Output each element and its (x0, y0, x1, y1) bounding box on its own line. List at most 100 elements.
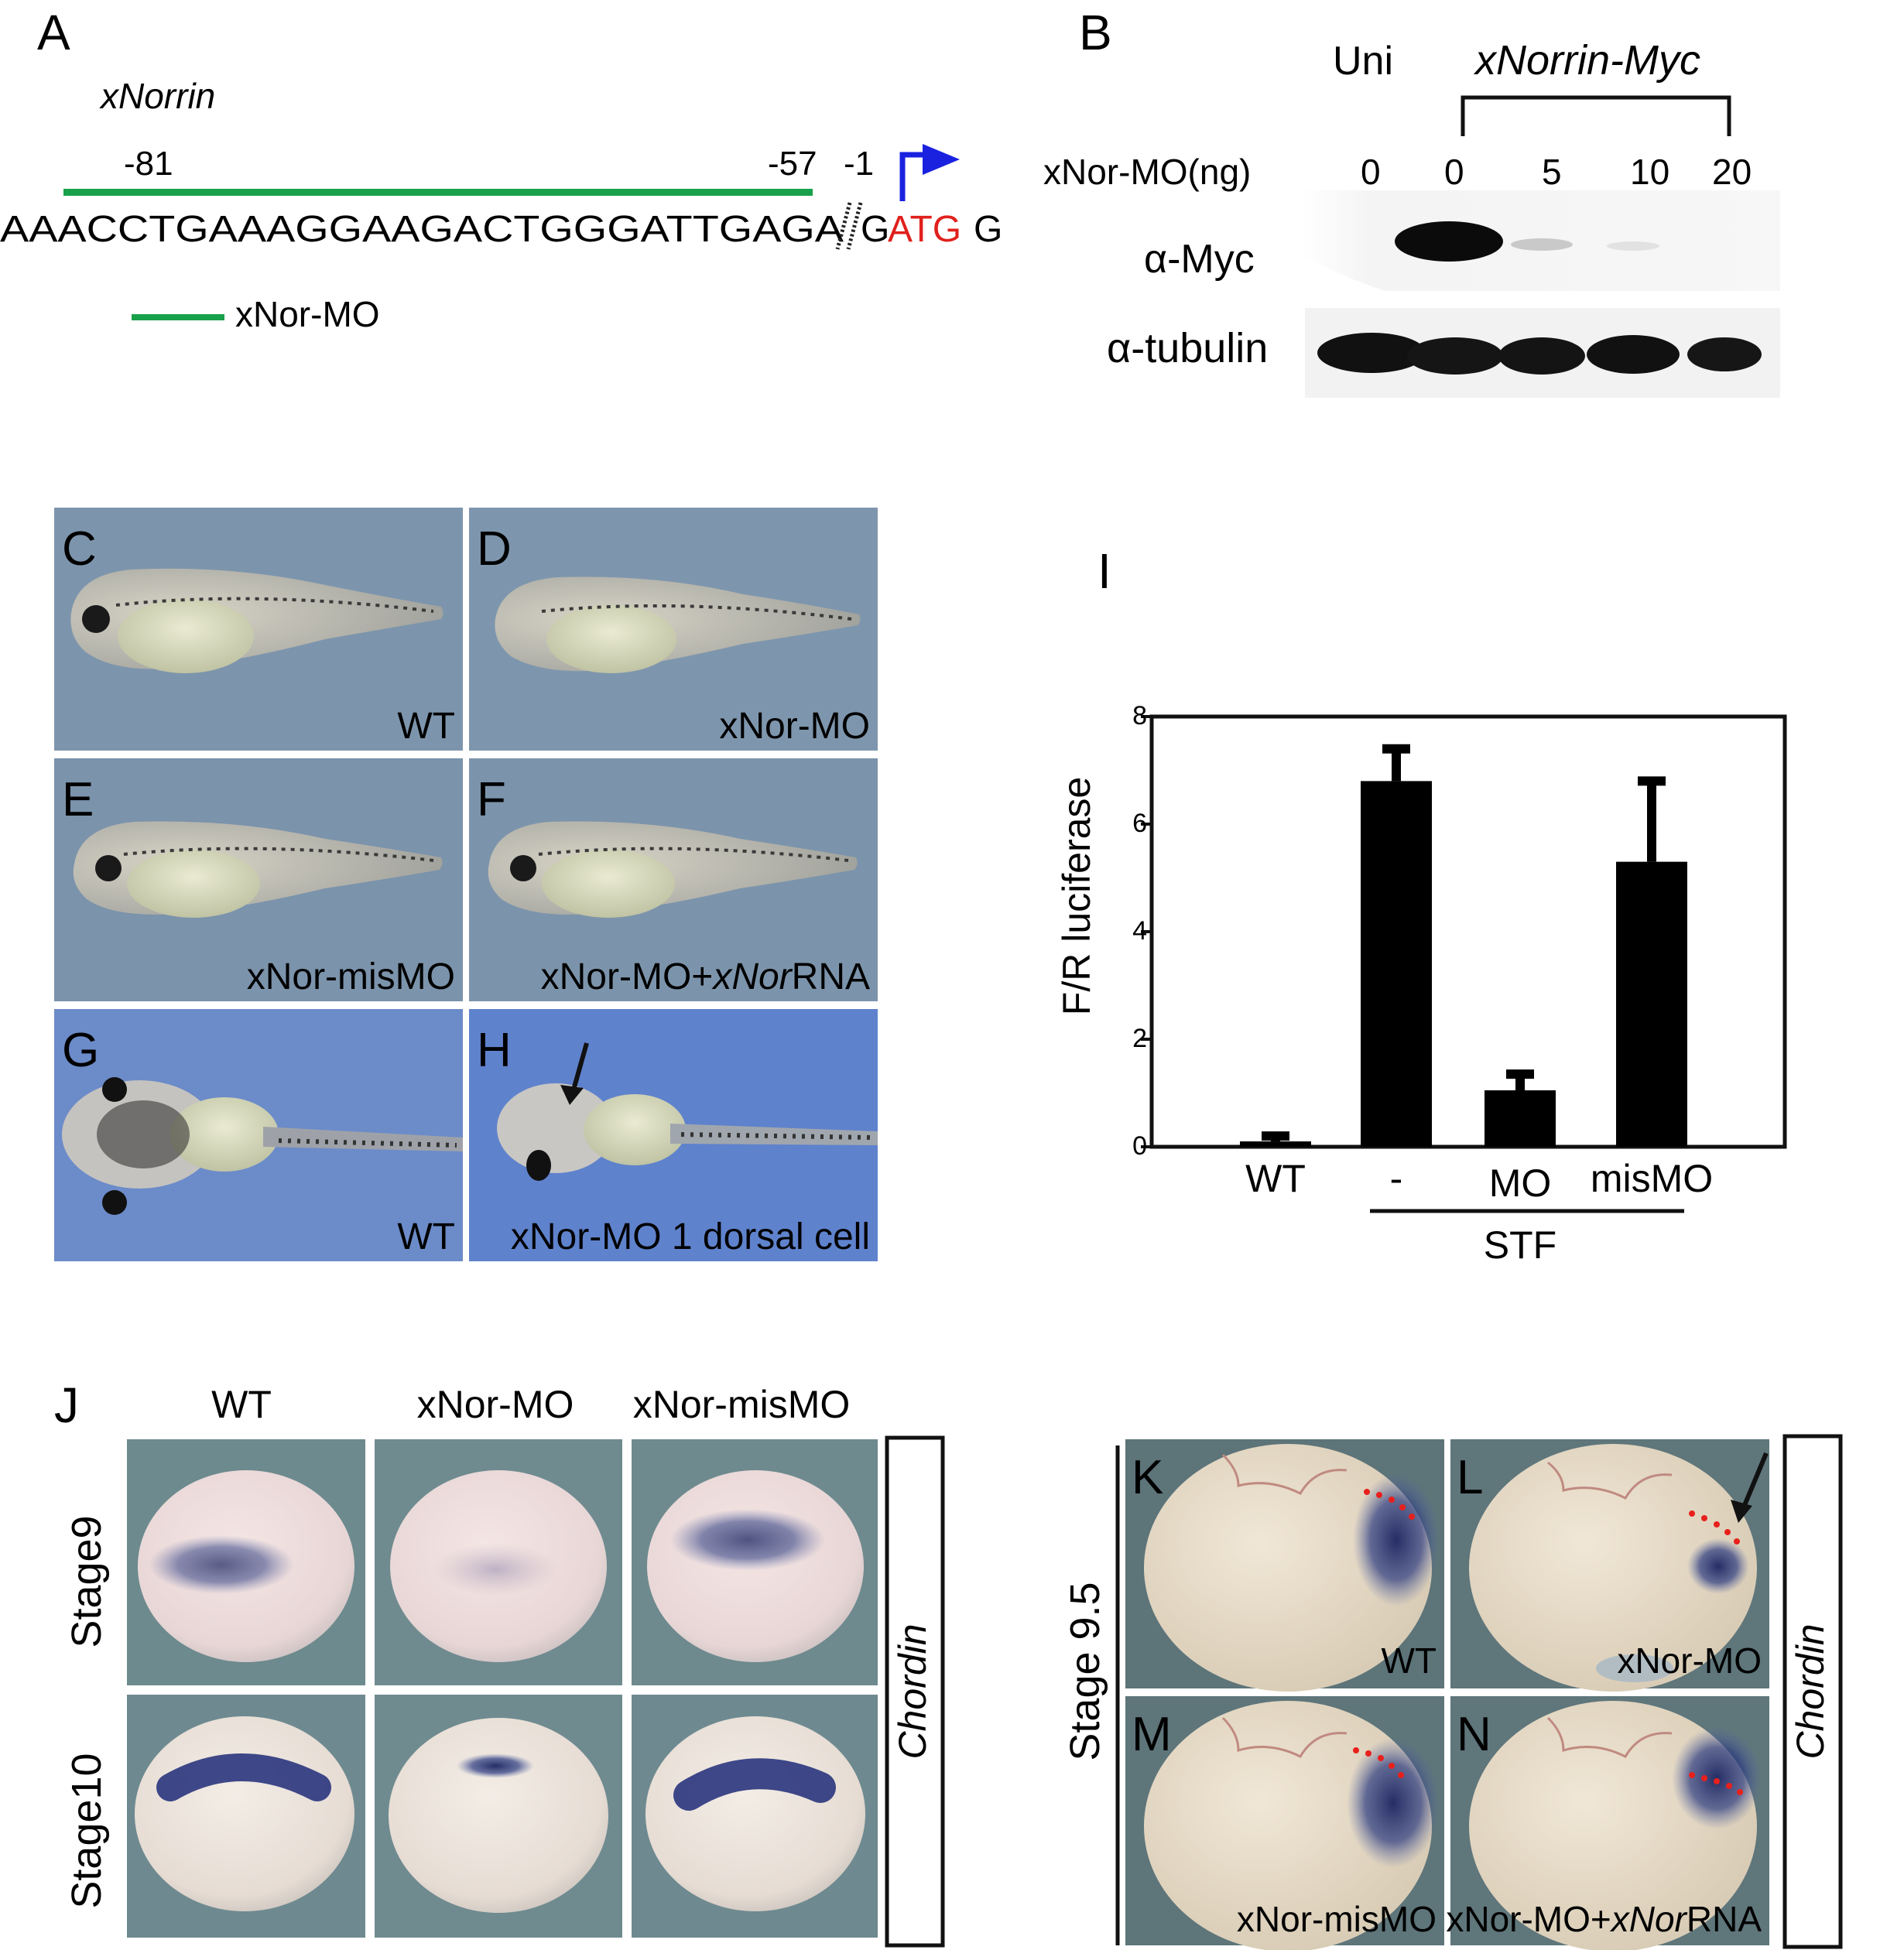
sequence-end: G (974, 209, 1002, 250)
construct-label: xNorrin-Myc (1473, 37, 1700, 84)
myc-band-lane3 (1511, 238, 1573, 251)
caption-l: xNor-MO (1617, 1640, 1762, 1681)
panel-letter-l: L (1457, 1451, 1483, 1504)
panel-letter-j: J (54, 1377, 79, 1433)
y-tick-label: 8 (1132, 701, 1147, 730)
caption-n-prefix: xNor-MO+ (1446, 1899, 1611, 1939)
dotted-boundary-m (1353, 1747, 1404, 1778)
panel-letter-b: B (1079, 5, 1112, 60)
x-label-1: - (1390, 1157, 1403, 1200)
blot-myc-label: α-Myc (1144, 237, 1255, 282)
panel-letter-k: K (1132, 1451, 1163, 1504)
embryo-j-mismo-stage10 (632, 1695, 878, 1938)
chordin-box-kn (1782, 1434, 1843, 1949)
panel-letter-i: I (1098, 543, 1111, 599)
chart-ylabel: F/R luciferase (1055, 777, 1098, 1015)
caption-e: xNor-misMO (247, 956, 455, 997)
bar-3 (1616, 861, 1687, 1147)
column-header-mismo: xNor-misMO (633, 1383, 851, 1426)
tadpole-c (70, 568, 443, 673)
caption-f-prefix: xNor-MO+ (541, 956, 714, 997)
panel-b: B Uni xNorrin-Myc xNor-MO(ng) 0 0 5 10 2… (1043, 5, 1780, 398)
y-tick-label: 4 (1132, 916, 1147, 946)
embryo-j-mismo-stage9 (632, 1439, 878, 1685)
panel-letter-e: E (62, 773, 94, 826)
panel-l: L xNor-MO (1450, 1439, 1769, 1692)
panels-c-h: C WT D xNor-MO E xNor-misMO (54, 508, 878, 1261)
caption-f-suffix: RNA (792, 956, 870, 997)
dose-0: 0 (1444, 152, 1464, 192)
blot-tubulin (1305, 308, 1780, 398)
panels-k-n: Stage 9.5 K WT L (1062, 1434, 1843, 1950)
sequence-5utr: AAACCTGAAAGGAAGACTGGGATTGAGA (0, 209, 844, 250)
panel-k: K WT (1125, 1439, 1444, 1692)
dose-20: 20 (1712, 152, 1752, 192)
caption-g: WT (397, 1216, 455, 1257)
dotted-boundary-l (1689, 1510, 1740, 1545)
dose-5: 5 (1542, 152, 1562, 192)
position-minus81: -81 (124, 145, 173, 183)
caption-n-suffix: RNA (1687, 1899, 1762, 1939)
myc-band-lane4 (1607, 241, 1659, 251)
stage-label-k-n: Stage 9.5 (1062, 1582, 1108, 1760)
tadpole-d (495, 576, 861, 673)
panel-letter-a: A (37, 5, 70, 60)
panel-letter-d: D (477, 522, 512, 576)
caption-f: xNor-MO+xNorRNA (541, 956, 870, 997)
chart-frame (1149, 714, 1787, 1149)
column-header-mo: xNor-MO (417, 1383, 574, 1426)
panel-m: M xNor-misMO (1125, 1696, 1444, 1950)
arrow-icon-l (1731, 1452, 1769, 1523)
embryo-j-mo-stage9 (375, 1439, 622, 1685)
chart-bars (1240, 744, 1687, 1147)
panel-a: A xNorrin -81 -57 -1 AAACCTGAAAGGAAGACTG… (0, 5, 1002, 334)
panel-letter-n: N (1457, 1708, 1491, 1761)
panel-d: D xNor-MO (469, 508, 878, 751)
panel-f: F xNor-MO+xNorRNA (469, 758, 878, 1001)
chart-x-labels: WT - MO misMO (1245, 1157, 1713, 1205)
construct-bracket (1461, 95, 1731, 136)
panel-j: J WT xNor-MO xNor-misMO Stage9 Stage10 (54, 1377, 945, 1948)
bar-2 (1485, 1090, 1556, 1147)
dose-row-label: xNor-MO(ng) (1043, 152, 1251, 192)
panel-e: E xNor-misMO (54, 758, 463, 1001)
caption-n-italic: xNor (1610, 1899, 1688, 1939)
dotted-boundary-k (1364, 1489, 1415, 1520)
caption-n: xNor-MO+xNorRNA (1446, 1899, 1762, 1939)
uninjected-label: Uni (1333, 39, 1393, 84)
chordin-box-j (885, 1435, 945, 1948)
dose-0-uni: 0 (1361, 152, 1381, 192)
column-header-wt: WT (211, 1383, 272, 1426)
sequence-break-icon (835, 202, 863, 250)
y-tick-label: 6 (1132, 809, 1147, 838)
x-label-2: MO (1489, 1161, 1552, 1205)
arrow-icon-h (560, 1042, 589, 1105)
row-label-stage9: Stage9 (63, 1515, 110, 1647)
start-codon: ATG (888, 209, 961, 250)
panel-letter-g: G (62, 1024, 99, 1077)
caption-f-italic: xNor (711, 956, 793, 997)
stf-group-label: STF (1484, 1223, 1556, 1267)
panel-letter-f: F (477, 773, 506, 826)
dose-10: 10 (1630, 152, 1669, 192)
row-label-stage10: Stage10 (63, 1753, 110, 1908)
chordin-label-j: Chordin (891, 1623, 934, 1759)
panel-h: H xNor-MO 1 dorsal cell (469, 1009, 878, 1261)
blot-myc (1300, 190, 1780, 291)
embryo-j-wt-stage9 (127, 1439, 365, 1685)
panel-letter-c: C (62, 522, 97, 576)
bar-0 (1240, 1141, 1311, 1147)
x-label-3: misMO (1591, 1157, 1713, 1200)
tadpole-h (497, 1083, 878, 1181)
chordin-label-kn: Chordin (1789, 1623, 1832, 1759)
caption-m: xNor-misMO (1237, 1899, 1437, 1939)
mo-target-bar (63, 189, 813, 196)
caption-c: WT (397, 706, 455, 747)
panel-i: I F/R luciferase 0 2 4 6 8 WT - MO misMO STF (1055, 543, 1787, 1267)
tadpole-f (488, 821, 858, 918)
embryo-j-wt-stage10 (127, 1695, 365, 1938)
gene-name: xNorrin (99, 76, 215, 116)
x-label-0: WT (1245, 1157, 1306, 1200)
mo-legend-bar (132, 314, 224, 320)
